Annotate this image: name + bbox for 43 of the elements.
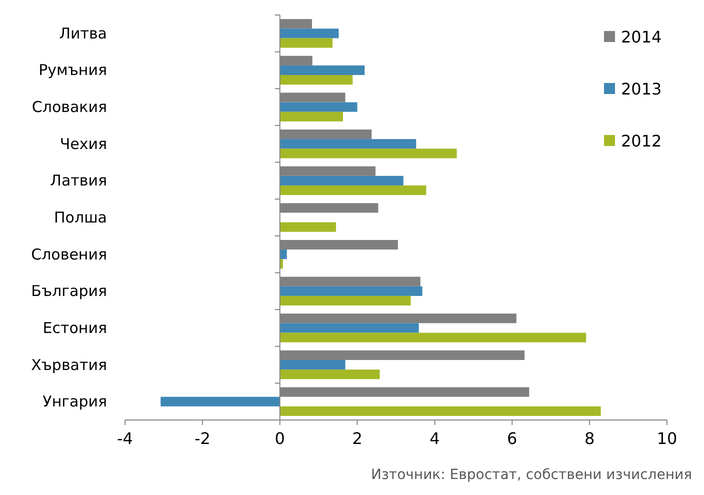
x-tick-label: 2 [352,429,362,448]
x-tick-label: 10 [656,429,678,448]
y-tick-label: Румъния [38,61,107,80]
y-tick-label: Хърватия [31,356,107,374]
bar [280,332,586,342]
bar [280,75,353,85]
bar [280,250,287,260]
legend-label: 2013 [621,80,662,98]
bar [280,286,422,296]
x-tick-label: -2 [194,429,210,448]
legend-label: 2014 [621,28,662,46]
y-tick-label: Естония [42,318,107,337]
bar [280,112,343,122]
bar [280,370,380,380]
x-tick-label: -4 [117,429,133,448]
bar [280,139,416,149]
y-tick-label: Унгария [42,392,107,411]
y-tick-label: Полша [54,208,107,226]
y-tick-label: Словакия [32,98,107,116]
bar [280,296,411,306]
bar [280,222,336,232]
bar [160,396,280,406]
y-tick-label: България [31,282,107,300]
bar [280,102,358,112]
y-tick-label: Литва [59,24,107,42]
bar [280,65,365,76]
y-tick-label: Латвия [50,172,107,190]
x-tick-label: 0 [274,429,285,448]
x-tick-label: 8 [584,429,595,448]
text: Източник: Евростат, собствени изчисления [371,467,692,483]
bar [280,38,333,48]
bar [280,323,419,333]
y-tick-label: Словения [31,245,107,264]
x-tick-label: 6 [507,429,518,448]
y-tick-label: Чехия [60,134,107,153]
legend-label: 2012 [621,132,662,150]
bar [280,406,601,416]
x-tick-label: 4 [430,429,440,448]
bar [280,360,346,370]
bar [280,176,404,186]
bar [280,28,339,38]
bar [280,185,426,196]
bar [280,148,457,158]
